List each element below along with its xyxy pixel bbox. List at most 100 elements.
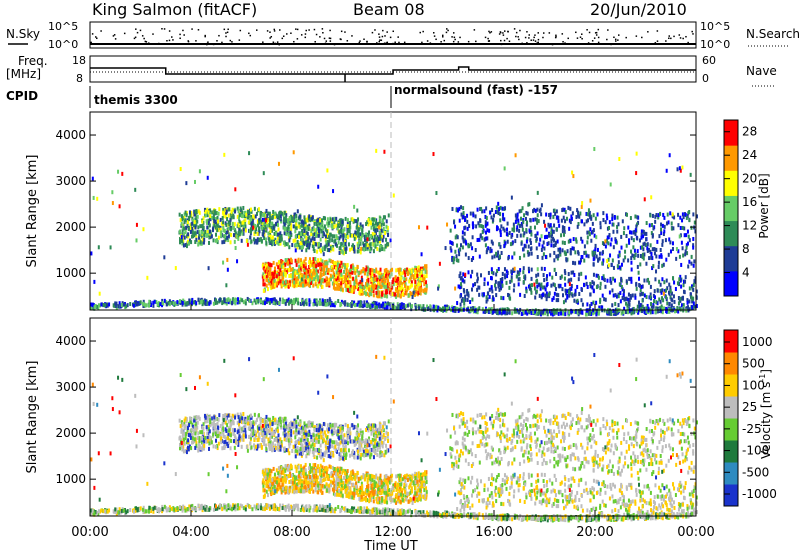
power-cell: [647, 308, 650, 313]
power-cell: [328, 258, 331, 263]
power-cell: [571, 293, 574, 298]
power-cell: [546, 309, 549, 314]
power-cell: [616, 229, 619, 234]
power-cell: [375, 284, 378, 289]
power-cell: [610, 237, 613, 242]
power-cell: [382, 219, 385, 224]
velocity-cell: [364, 443, 367, 448]
power-cell: [233, 233, 236, 238]
power-cell: [192, 218, 195, 223]
nsky-point: [443, 39, 446, 42]
power-cell: [214, 220, 217, 225]
power-cell: [231, 221, 234, 226]
nsky-point: [304, 36, 307, 39]
power-cell: [474, 214, 477, 219]
power-cell: [365, 232, 368, 237]
power-cell: [635, 286, 638, 291]
nsky-point: [269, 31, 271, 33]
power-cell: [179, 218, 182, 223]
power-cell: [217, 227, 220, 232]
power-cell: [361, 228, 364, 233]
power-cell: [632, 306, 635, 311]
power-cell: [681, 165, 684, 170]
power-cell: [690, 261, 693, 266]
power-cell: [568, 293, 571, 298]
power-cell: [257, 207, 260, 212]
power-cell: [264, 264, 267, 269]
power-cell: [198, 169, 201, 174]
power-cell: [616, 215, 619, 220]
power-cell: [349, 289, 352, 294]
power-cell: [586, 212, 589, 217]
power-cell: [557, 253, 560, 258]
power-cell: [500, 311, 503, 316]
power-cell: [331, 238, 334, 243]
power-cell: [680, 262, 683, 267]
nsky-point: [323, 37, 326, 40]
power-cell: [538, 242, 541, 247]
power-cell: [377, 281, 380, 286]
power-cell: [552, 282, 555, 287]
power-cell: [308, 223, 311, 228]
power-cell: [668, 282, 671, 287]
nsky-point: [163, 28, 166, 30]
power-cell: [207, 301, 210, 306]
power-cell: [567, 279, 570, 284]
power-cell: [527, 202, 530, 207]
power-cell: [572, 246, 575, 251]
power-cell: [683, 290, 686, 295]
power-cell: [653, 289, 656, 294]
power-cell: [310, 280, 313, 285]
power-cell: [206, 230, 209, 235]
power-cell: [612, 276, 615, 281]
power-cell: [634, 293, 637, 298]
power-cell: [553, 267, 556, 272]
power-cell: [125, 304, 128, 309]
power-cell: [263, 213, 266, 218]
power-cell: [375, 267, 378, 272]
nsky-point: [515, 31, 518, 34]
nsky-point: [204, 34, 206, 37]
power-cell: [298, 231, 301, 236]
power-cell: [613, 214, 616, 219]
power-cell: [380, 284, 383, 289]
velocity-cell: [313, 455, 316, 460]
nsky-point: [379, 39, 381, 41]
power-cell: [383, 280, 386, 285]
power-cell: [379, 276, 382, 281]
power-cell: [420, 287, 423, 292]
power-cell: [419, 266, 422, 271]
velocity-cell: [201, 446, 204, 451]
power-cell: [375, 293, 378, 298]
power-cell: [602, 211, 605, 216]
power-cell: [232, 297, 235, 302]
power-cell: [559, 247, 562, 252]
power-cell: [118, 204, 121, 209]
power-cell: [371, 231, 374, 236]
power-cell: [561, 240, 564, 245]
power-cell: [397, 289, 400, 294]
nsky-point: [594, 32, 597, 34]
power-cell: [355, 268, 358, 273]
power-cell: [261, 225, 264, 230]
power-cell: [646, 242, 649, 247]
power-cell: [685, 215, 688, 220]
power-cell: [536, 284, 539, 289]
power-cell: [492, 297, 495, 302]
power-cell: [388, 286, 391, 291]
power-cell: [685, 233, 688, 238]
power-cell: [641, 298, 644, 303]
power-cell: [438, 307, 441, 312]
power-cell: [165, 302, 168, 307]
power-cell: [330, 223, 333, 228]
power-cell: [554, 243, 557, 248]
power-cell: [414, 285, 417, 290]
power-cell: [252, 225, 255, 230]
power-cell: [417, 282, 420, 287]
power-cell: [346, 220, 349, 225]
power-cell: [352, 286, 355, 291]
power-cell: [264, 262, 267, 267]
power-cell: [633, 248, 636, 253]
power-cell: [514, 219, 517, 224]
power-cell: [469, 211, 472, 216]
